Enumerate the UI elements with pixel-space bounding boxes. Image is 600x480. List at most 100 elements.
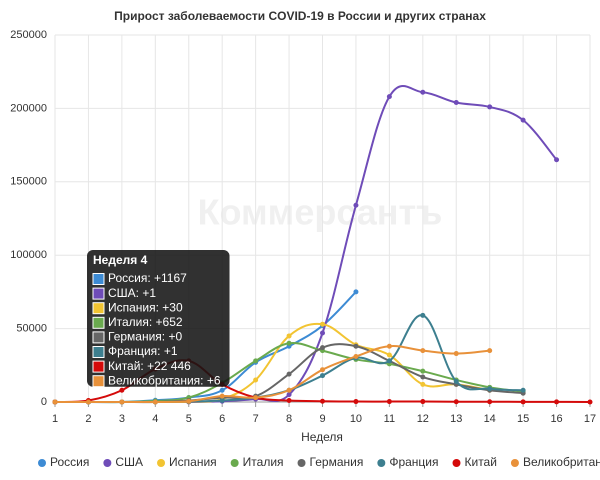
y-tick-label: 150000 bbox=[10, 176, 47, 188]
point bbox=[453, 378, 459, 384]
point bbox=[219, 393, 225, 399]
tooltip-line: Китай: +22 446 bbox=[108, 359, 191, 373]
x-tick-label: 5 bbox=[186, 413, 192, 425]
point bbox=[320, 373, 325, 379]
point bbox=[320, 398, 325, 404]
point bbox=[286, 392, 292, 398]
tooltip-swatch bbox=[92, 375, 105, 388]
point bbox=[253, 358, 259, 364]
point bbox=[420, 348, 426, 354]
x-tick-label: 12 bbox=[417, 413, 429, 425]
point bbox=[186, 398, 192, 404]
point bbox=[386, 358, 392, 364]
point bbox=[85, 399, 91, 405]
tooltip-box bbox=[87, 250, 230, 387]
x-tick-label: 1 bbox=[52, 413, 58, 425]
point bbox=[286, 371, 292, 377]
point bbox=[253, 395, 259, 401]
x-tick-label: 13 bbox=[450, 413, 462, 425]
legend-marker bbox=[377, 459, 386, 467]
point bbox=[253, 377, 259, 383]
point bbox=[386, 352, 392, 358]
point bbox=[353, 289, 359, 295]
x-tick-label: 3 bbox=[119, 413, 125, 425]
tooltip-swatch bbox=[92, 331, 105, 344]
legend-label: Испания bbox=[169, 455, 217, 469]
legend-label: Китай bbox=[465, 455, 497, 469]
x-tick-label: 7 bbox=[253, 413, 259, 425]
tooltip-line: Германия: +0 bbox=[108, 330, 182, 344]
point bbox=[386, 94, 392, 100]
point bbox=[520, 117, 526, 123]
point bbox=[320, 321, 325, 327]
tooltip-swatch bbox=[92, 287, 105, 300]
point bbox=[353, 343, 359, 349]
point bbox=[320, 330, 325, 336]
point bbox=[520, 399, 526, 405]
tooltip-title: Неделя 4 bbox=[93, 253, 148, 267]
point bbox=[386, 399, 392, 405]
point bbox=[320, 367, 325, 373]
point bbox=[353, 353, 359, 359]
point bbox=[587, 399, 593, 405]
point bbox=[353, 202, 359, 208]
legend-label: Россия bbox=[50, 455, 89, 469]
point bbox=[119, 399, 125, 405]
x-tick-label: 9 bbox=[319, 413, 325, 425]
tooltip-swatch bbox=[92, 346, 105, 358]
legend-marker bbox=[157, 459, 166, 467]
y-tick-label: 100000 bbox=[10, 249, 47, 261]
point bbox=[152, 399, 158, 405]
y-tick-label: 0 bbox=[41, 396, 47, 408]
x-tick-label: 14 bbox=[484, 413, 496, 425]
point bbox=[52, 399, 58, 405]
tooltip-line: Испания: +30 bbox=[108, 300, 183, 314]
point bbox=[353, 399, 359, 405]
watermark: Коммерсантъ bbox=[198, 192, 443, 233]
point bbox=[286, 387, 292, 393]
legend-marker bbox=[510, 459, 519, 467]
point bbox=[119, 387, 125, 393]
chart-title: Прирост заболеваемости COVID-19 в России… bbox=[114, 9, 486, 23]
point bbox=[420, 374, 426, 380]
legend-label: Великобритания bbox=[523, 455, 600, 469]
legend-label: Германия bbox=[310, 455, 364, 469]
point bbox=[420, 312, 426, 318]
y-tick-label: 50000 bbox=[16, 323, 47, 335]
legend-label: США bbox=[115, 455, 143, 469]
point bbox=[320, 345, 325, 351]
point bbox=[286, 333, 292, 339]
point bbox=[219, 398, 225, 404]
tooltip-line: Великобритания: +6 bbox=[108, 373, 221, 387]
tooltip-line: Франция: +1 bbox=[108, 344, 178, 358]
tooltip-line: Италия: +652 bbox=[108, 315, 183, 329]
point bbox=[286, 340, 292, 346]
point bbox=[420, 89, 426, 95]
point bbox=[219, 387, 225, 393]
legend-label: Франция bbox=[389, 455, 438, 469]
legend-marker bbox=[38, 459, 46, 467]
tooltip-line: Россия: +1167 bbox=[108, 271, 187, 285]
legend-marker bbox=[103, 459, 112, 467]
tooltip-swatch bbox=[92, 273, 105, 285]
y-tick-label: 250000 bbox=[10, 29, 47, 41]
x-tick-label: 16 bbox=[550, 413, 562, 425]
point bbox=[554, 157, 560, 163]
x-axis-label: Неделя bbox=[301, 430, 343, 444]
point bbox=[420, 381, 426, 387]
point bbox=[487, 386, 493, 392]
x-tick-label: 10 bbox=[350, 413, 362, 425]
x-tick-label: 8 bbox=[286, 413, 292, 425]
y-tick-label: 200000 bbox=[10, 102, 47, 114]
tooltip-swatch bbox=[92, 316, 105, 329]
point bbox=[286, 398, 292, 404]
legend-marker bbox=[297, 459, 306, 467]
point bbox=[520, 387, 526, 393]
point bbox=[420, 399, 426, 405]
x-tick-label: 2 bbox=[85, 413, 91, 425]
legend-label: Италия bbox=[243, 455, 284, 469]
point bbox=[420, 368, 426, 374]
tooltip-line: США: +1 bbox=[108, 286, 156, 300]
